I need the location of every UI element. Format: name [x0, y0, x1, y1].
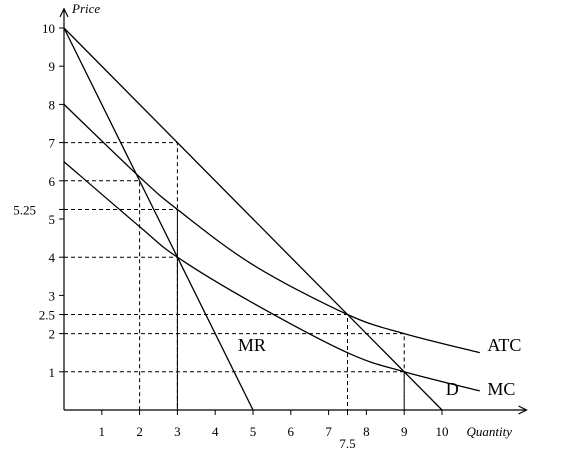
y-tick-label-5-25: 5.25	[13, 202, 36, 217]
x-tick-label-6: 6	[288, 424, 295, 439]
y-tick-label-7: 7	[49, 136, 56, 151]
y-tick-label-4: 4	[49, 250, 56, 265]
d-label: D	[446, 379, 459, 399]
guide-line-5	[64, 314, 348, 410]
y-tick-label-8: 8	[49, 97, 56, 112]
guide-line-1	[64, 180, 141, 410]
guide-line-6	[64, 333, 405, 410]
guide-line-7	[64, 371, 405, 410]
y-tick-label-5: 5	[49, 212, 56, 227]
mr-curve	[63, 27, 254, 411]
x-tick-label-9: 9	[401, 424, 408, 439]
mc-curve	[63, 161, 480, 392]
axis-ticks: 1 2 3 4 5 6 7 7.5 8 9 10 1 2 2.5 3 4 5 5.25 6 7 8 9 10	[13, 21, 448, 451]
guide-line-2	[64, 142, 178, 410]
guide-line-4	[64, 208, 178, 410]
d-curve	[63, 27, 443, 411]
guide-lines	[64, 142, 405, 410]
atc-curve	[63, 103, 480, 354]
x-tick-label-7: 7	[325, 424, 332, 439]
y-tick-label-1: 1	[49, 365, 56, 380]
y-tick-label-2: 2	[49, 327, 56, 342]
x-axis-title: Quantity	[467, 424, 513, 439]
y-axis-title: Price	[71, 1, 100, 16]
atc-label: ATC	[487, 335, 521, 355]
x-tick-label-5: 5	[250, 424, 257, 439]
x-tick-label-3: 3	[174, 424, 181, 439]
x-tick-label-4: 4	[212, 424, 219, 439]
x-axis-arrow	[518, 405, 528, 415]
y-tick-label-3: 3	[49, 288, 56, 303]
y-tick-label-9: 9	[49, 59, 56, 74]
mr-label: MR	[238, 335, 266, 355]
x-tick-label-8: 8	[363, 424, 370, 439]
y-tick-label-10: 10	[42, 21, 55, 36]
mc-label: MC	[487, 379, 515, 399]
y-tick-label-6: 6	[49, 174, 56, 189]
x-tick-label-7-5: 7.5	[339, 436, 355, 451]
y-axis-arrow	[59, 7, 69, 18]
x-tick-label-1: 1	[99, 424, 106, 439]
x-tick-label-10: 10	[436, 424, 449, 439]
curves: D MR ATC MC	[63, 27, 521, 411]
x-tick-label-2: 2	[136, 424, 143, 439]
y-tick-label-2-5: 2.5	[39, 308, 55, 323]
